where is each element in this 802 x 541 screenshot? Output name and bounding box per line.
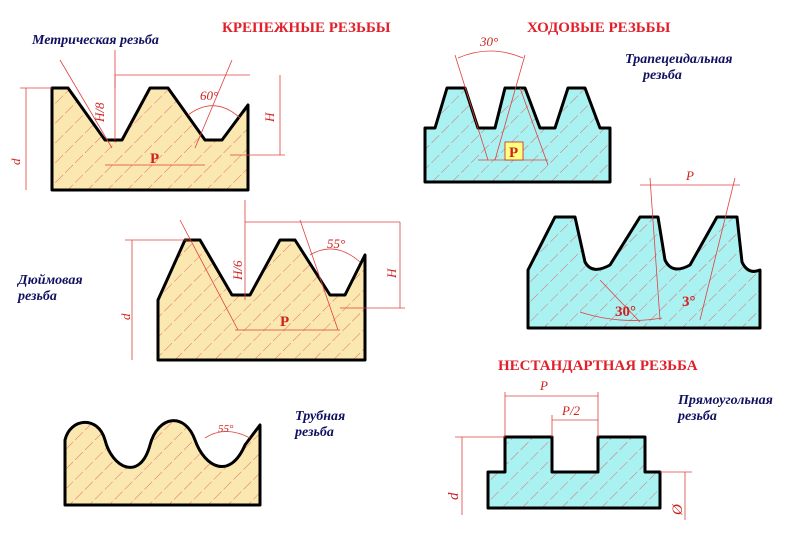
rectangular-profile <box>486 435 662 510</box>
dim-label: d <box>8 158 23 165</box>
pitch-label: P <box>539 378 548 393</box>
dim-label: Ø <box>670 503 686 516</box>
pitch-label: P <box>509 145 518 161</box>
thread-name: резьба <box>677 409 717 424</box>
angle-label: 55° <box>327 236 345 251</box>
header: ХОДОВЫЕ РЕЗЬБЫ <box>527 20 671 36</box>
thread-name: Трапецеидальная <box>625 52 733 67</box>
thread-name: Трубная <box>295 409 345 424</box>
dimensions <box>125 200 405 360</box>
trapezoidal-profile <box>423 86 612 184</box>
dim-label: H <box>384 268 399 279</box>
inch-profile <box>156 238 367 362</box>
pipe-profile <box>63 419 262 507</box>
dim-label: H/6 <box>230 260 245 281</box>
pitch-label: P <box>150 151 159 167</box>
angle-label: 3° <box>682 294 696 310</box>
dim-label: H <box>262 112 277 123</box>
metric-profile <box>50 86 250 192</box>
thread-name: резьба <box>294 425 334 440</box>
angle-label: 60° <box>200 88 218 103</box>
angle-label: 30° <box>615 304 636 320</box>
angle-label: 55° <box>218 423 234 435</box>
thread-name: Дюймовая <box>16 273 83 288</box>
thread-name: Метрическая резьба <box>31 33 159 48</box>
dim-label: P/2 <box>561 403 581 418</box>
pitch-label: P <box>685 168 694 183</box>
label-box <box>504 141 524 161</box>
header: КРЕПЕЖНЫЕ РЕЗЬБЫ <box>222 20 391 36</box>
buttress-profile <box>526 215 762 330</box>
thread-name: Прямоугольная <box>677 393 773 408</box>
dimensions <box>455 392 692 520</box>
thread-name: резьба <box>642 68 682 83</box>
dim-label: H/8 <box>92 102 107 123</box>
dimensions <box>579 177 740 323</box>
thread-name: резьба <box>17 289 57 304</box>
dimensions <box>20 50 285 190</box>
dimensions <box>204 431 251 439</box>
dimensions <box>454 50 549 166</box>
pitch-label: P <box>280 314 289 330</box>
dim-label: d <box>446 492 462 500</box>
angle-label: 30° <box>479 34 498 49</box>
dim-label: d <box>118 313 133 320</box>
header: НЕСТАНДАРТНАЯ РЕЗЬБА <box>498 358 698 374</box>
